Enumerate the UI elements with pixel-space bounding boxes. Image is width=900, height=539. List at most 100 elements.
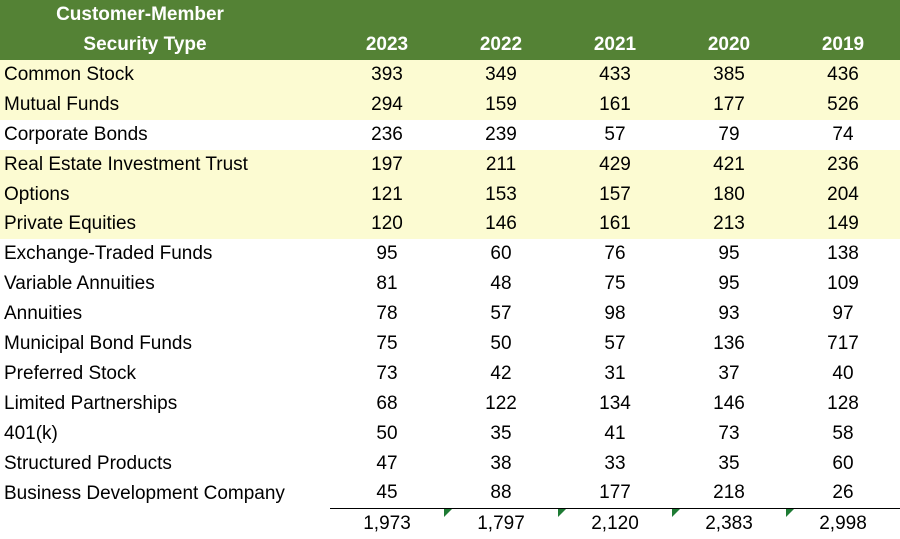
total-value-text: 2,383	[705, 513, 753, 535]
cell-value: 73	[376, 362, 398, 384]
cell-value: 95	[718, 243, 740, 265]
cell-value: 146	[444, 209, 558, 240]
year-header-2022: 2022	[444, 30, 558, 60]
table-row: 401(k) 50 35 41 73 58	[0, 419, 900, 449]
table-row: Variable Annuities 81 48 75 95 109	[0, 269, 900, 299]
table-row: Mutual Funds 294 159 161 177 526	[0, 89, 900, 120]
cell-value: 81	[376, 273, 398, 295]
table-row: Exchange-Traded Funds 95 60 76 95 138	[0, 239, 900, 269]
total-value: 1,973	[330, 509, 444, 539]
cell-value: 97	[832, 303, 854, 325]
header-title-line1: Customer-Member	[0, 0, 330, 30]
row-label: Limited Partnerships	[4, 392, 178, 414]
cell-value: 153	[444, 179, 558, 210]
error-indicator-icon	[558, 509, 566, 518]
table-row: Limited Partnerships 68 122 134 146 128	[0, 389, 900, 419]
cell-value: 48	[490, 273, 512, 295]
cell-value: 31	[604, 362, 626, 384]
cell-value: 213	[672, 209, 786, 240]
table-row: Common Stock 393 349 433 385 436	[0, 60, 900, 90]
row-label: Corporate Bonds	[4, 123, 148, 145]
table-row: Municipal Bond Funds 75 50 57 136 717	[0, 329, 900, 359]
cell-value: 79	[718, 123, 740, 145]
table-row: Structured Products 47 38 33 35 60	[0, 449, 900, 479]
cell-value: 60	[490, 243, 512, 265]
header-empty-cell	[672, 0, 786, 30]
cell-value: 45	[330, 478, 444, 510]
cell-value: 294	[330, 89, 444, 120]
row-label: Preferred Stock	[4, 362, 136, 384]
cell-value: 88	[444, 478, 558, 510]
cell-value: 177	[672, 89, 786, 120]
row-label: Private Equities	[0, 209, 330, 240]
cell-value: 35	[490, 422, 512, 444]
cell-value: 122	[485, 392, 517, 414]
row-label: Mutual Funds	[0, 89, 330, 120]
header-empty-cell	[330, 0, 444, 30]
error-indicator-icon	[444, 509, 452, 518]
cell-value: 717	[827, 332, 859, 354]
table-body: Common Stock 393 349 433 385 436 Mutual Funds…	[0, 60, 900, 539]
table-row: Corporate Bonds 236 239 57 79 74	[0, 120, 900, 150]
total-value-text: 2,120	[591, 513, 639, 535]
cell-value: 421	[672, 149, 786, 180]
cell-value: 526	[786, 89, 900, 120]
total-value-text: 1,797	[477, 513, 525, 535]
header-empty-cell	[444, 0, 558, 30]
row-label: Real Estate Investment Trust	[0, 149, 330, 180]
cell-value: 50	[376, 422, 398, 444]
cell-value: 75	[604, 273, 626, 295]
header-empty-cell	[786, 0, 900, 30]
cell-value: 33	[604, 452, 626, 474]
table-row: Options 121 153 157 180 204	[0, 179, 900, 210]
cell-value: 57	[490, 303, 512, 325]
cell-value: 433	[558, 60, 672, 90]
cell-value: 76	[604, 243, 626, 265]
totals-label-empty	[0, 509, 330, 539]
cell-value: 73	[718, 422, 740, 444]
cell-value: 128	[827, 392, 859, 414]
row-label: Variable Annuities	[4, 273, 155, 295]
cell-value: 177	[558, 478, 672, 510]
cell-value: 197	[330, 149, 444, 180]
cell-value: 109	[827, 273, 859, 295]
year-header-2023: 2023	[330, 30, 444, 60]
cell-value: 40	[832, 362, 854, 384]
row-label: Options	[0, 179, 330, 210]
cell-value: 161	[558, 209, 672, 240]
cell-value: 42	[490, 362, 512, 384]
total-value-text: 2,998	[819, 513, 867, 535]
total-value: 2,120	[558, 509, 672, 539]
year-header-2020: 2020	[672, 30, 786, 60]
table-row: Business Development Company 45 88 177 218 26	[0, 478, 900, 510]
year-header-2021: 2021	[558, 30, 672, 60]
cell-value: 41	[604, 422, 626, 444]
cell-value: 236	[786, 149, 900, 180]
row-label: Municipal Bond Funds	[4, 332, 192, 354]
cell-value: 149	[786, 209, 900, 240]
cell-value: 180	[672, 179, 786, 210]
header-empty-cell	[558, 0, 672, 30]
cell-value: 146	[713, 392, 745, 414]
cell-value: 349	[444, 60, 558, 90]
cell-value: 236	[371, 123, 403, 145]
total-value-text: 1,973	[363, 513, 411, 535]
cell-value: 60	[832, 452, 854, 474]
cell-value: 138	[827, 243, 859, 265]
cell-value: 37	[718, 362, 740, 384]
cell-value: 75	[376, 332, 398, 354]
cell-value: 93	[718, 303, 740, 325]
cell-value: 47	[376, 452, 398, 474]
row-label: Structured Products	[4, 452, 172, 474]
cell-value: 211	[444, 149, 558, 180]
cell-value: 35	[718, 452, 740, 474]
table-row: Annuities 78 57 98 93 97	[0, 299, 900, 329]
cell-value: 157	[558, 179, 672, 210]
cell-value: 429	[558, 149, 672, 180]
row-label: 401(k)	[4, 422, 58, 444]
totals-row: 1,973 1,797 2,120 2,383 2,998	[0, 509, 900, 539]
cell-value: 436	[786, 60, 900, 90]
table-row: Preferred Stock 73 42 31 37 40	[0, 359, 900, 389]
cell-value: 95	[376, 243, 398, 265]
